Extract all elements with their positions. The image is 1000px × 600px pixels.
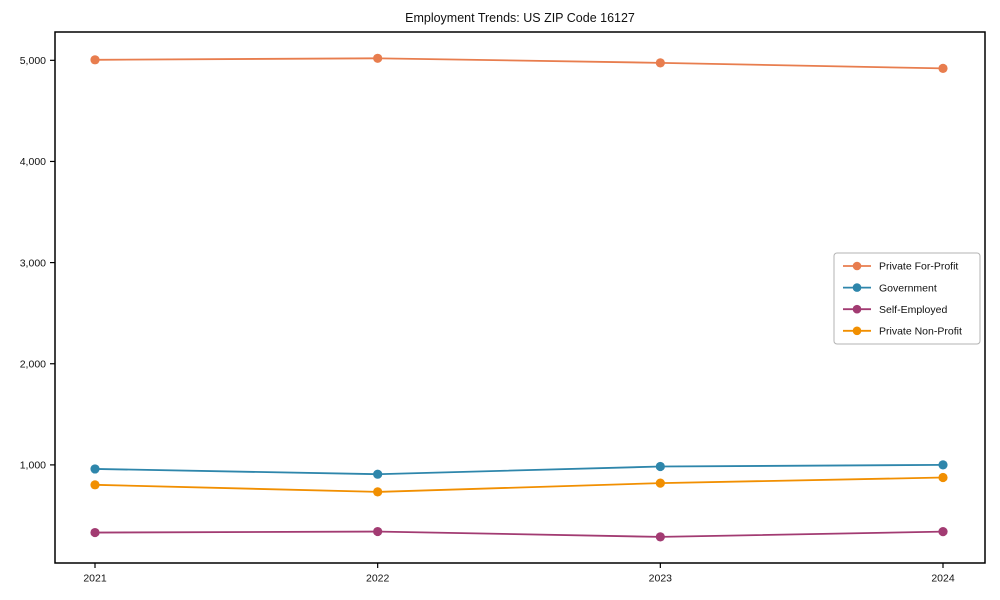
- series-marker-private-for-profit-2023: [655, 58, 665, 68]
- legend-label-self-employed: Self-Employed: [879, 304, 947, 316]
- legend-label-private-non-profit: Private Non-Profit: [879, 326, 962, 338]
- series-marker-government-2024: [938, 460, 948, 470]
- series-marker-private-for-profit-2021: [90, 55, 100, 65]
- series-marker-self-employed-2022: [373, 526, 383, 537]
- series-marker-private-non-profit-2022: [373, 487, 383, 497]
- legend-marker-private-non-profit: [852, 326, 862, 336]
- series-line-self-employed: [94, 530, 944, 538]
- series-marker-government-2021: [90, 464, 100, 474]
- series-line-government: [94, 463, 944, 476]
- series-marker-private-non-profit-2024: [938, 472, 948, 483]
- y-tick-label: 1,000: [20, 460, 46, 472]
- series-marker-government-2023: [655, 461, 665, 472]
- series-line-private-non-profit: [94, 476, 944, 493]
- x-tick-label: 2021: [83, 573, 107, 585]
- y-tick-label: 5,000: [20, 55, 46, 67]
- legend-box: [833, 252, 981, 345]
- series-marker-private-non-profit-2021: [90, 480, 100, 490]
- series-marker-private-non-profit-2023: [655, 478, 665, 488]
- series-marker-self-employed-2023: [655, 532, 665, 542]
- legend-marker-government: [852, 283, 862, 292]
- legend-marker-private-for-profit: [852, 261, 862, 271]
- chart-title: Employment Trends: US ZIP Code 16127: [405, 11, 635, 25]
- x-tick-label: 2024: [931, 573, 955, 585]
- legend-label-government: Government: [879, 282, 937, 294]
- series-marker-private-for-profit-2022: [373, 53, 383, 63]
- x-tick-label: 2022: [366, 573, 390, 585]
- series-marker-self-employed-2021: [90, 527, 100, 538]
- series-marker-government-2022: [373, 469, 383, 479]
- legend-marker-self-employed: [852, 304, 862, 314]
- y-tick-label: 3,000: [20, 257, 46, 269]
- plot-frame: [54, 31, 986, 564]
- x-tick-label: 2023: [649, 573, 673, 585]
- legend-label-private-for-profit: Private For-Profit: [879, 261, 958, 273]
- y-tick-label: 4,000: [20, 156, 46, 168]
- series-line-private-for-profit: [94, 57, 944, 70]
- series-marker-private-for-profit-2024: [938, 63, 948, 74]
- y-tick-label: 2,000: [20, 358, 46, 370]
- series-marker-self-employed-2024: [938, 527, 948, 537]
